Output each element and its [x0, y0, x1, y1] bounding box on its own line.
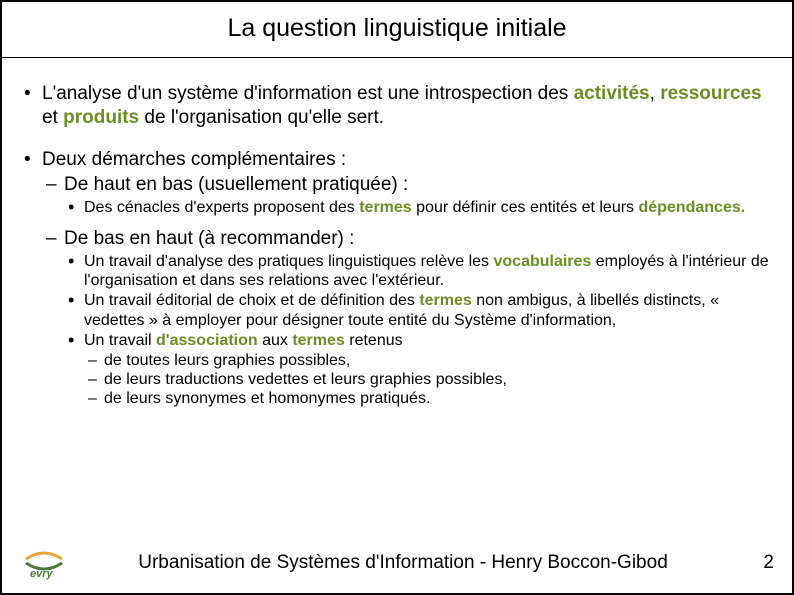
- sub2-bullet: Un travail d'analyse des pratiques lingu…: [64, 252, 774, 290]
- footer-text: Urbanisation de Systèmes d'Information -…: [68, 552, 738, 574]
- highlight-term: termes: [359, 199, 411, 216]
- text: de l'organisation qu'elle sert.: [139, 107, 384, 128]
- text: pour définir ces entités et leurs: [412, 199, 639, 216]
- text: Un travail: [84, 332, 156, 349]
- logo-text: evry: [30, 568, 54, 580]
- sub-bullet-2: De bas en haut (à recommander) : Un trav…: [42, 227, 774, 408]
- highlight-term: dépendances.: [638, 199, 745, 216]
- sub3-list: de toutes leurs graphies possibles, de l…: [84, 351, 774, 409]
- text: L'analyse d'un système d'information est…: [42, 83, 574, 104]
- text: De haut en bas (usuellement pratiquée) :: [64, 174, 408, 195]
- text: Un travail d'analyse des pratiques lingu…: [84, 253, 494, 270]
- sub-bullet-1: De haut en bas (usuellement pratiquée) :…: [42, 173, 774, 217]
- title-section: La question linguistique initiale: [2, 2, 792, 58]
- sub3-bullet: de leurs traductions vedettes et leurs g…: [84, 370, 774, 389]
- text: Des cénacles d'experts proposent des: [84, 199, 359, 216]
- sub2-list: Un travail d'analyse des pratiques lingu…: [64, 252, 774, 409]
- sub2-bullet: Des cénacles d'experts proposent des ter…: [64, 198, 774, 217]
- sub3-bullet: de leurs synonymes et homonymes pratiqué…: [84, 389, 774, 408]
- text: et: [42, 107, 63, 128]
- highlight-term: d'association: [156, 332, 258, 349]
- text: aux: [258, 332, 293, 349]
- bullet-2: Deux démarches complémentaires : De haut…: [20, 148, 774, 409]
- logo-icon: evry: [20, 545, 68, 581]
- slide-title: La question linguistique initiale: [2, 14, 792, 43]
- highlight-term: vocabulaires: [494, 253, 592, 270]
- sub-list: De haut en bas (usuellement pratiquée) :…: [42, 173, 774, 408]
- footer: evry Urbanisation de Systèmes d'Informat…: [2, 545, 792, 581]
- text: retenus: [345, 332, 403, 349]
- text: De bas en haut (à recommander) :: [64, 228, 354, 249]
- sub2-list: Des cénacles d'experts proposent des ter…: [64, 198, 774, 217]
- sub2-bullet: Un travail d'association aux termes rete…: [64, 331, 774, 409]
- sub3-bullet: de toutes leurs graphies possibles,: [84, 351, 774, 370]
- page-number: 2: [738, 552, 774, 574]
- highlight-term: ressources: [660, 83, 761, 104]
- highlight-term: produits: [63, 107, 139, 128]
- highlight-term: termes: [419, 292, 471, 309]
- bullet-list: L'analyse d'un système d'information est…: [20, 82, 774, 408]
- content-area: L'analyse d'un système d'information est…: [2, 58, 792, 408]
- highlight-term: activités: [574, 83, 650, 104]
- text: Un travail éditorial de choix et de défi…: [84, 292, 419, 309]
- text: Deux démarches complémentaires :: [42, 149, 346, 170]
- bullet-1: L'analyse d'un système d'information est…: [20, 82, 774, 130]
- highlight-term: termes: [292, 332, 344, 349]
- sub2-bullet: Un travail éditorial de choix et de défi…: [64, 291, 774, 329]
- text: ,: [650, 83, 661, 104]
